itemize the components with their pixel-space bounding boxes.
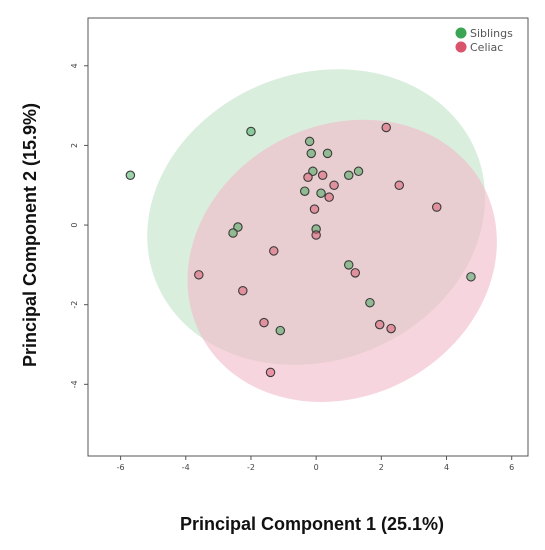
x-axis-title: Principal Component 1 (25.1%) (180, 514, 444, 534)
celiac-legend-label: Celiac (470, 41, 503, 54)
siblings-point (275, 325, 286, 336)
celiac-point (309, 204, 320, 214)
siblings-legend-marker (455, 27, 467, 39)
siblings-point (125, 170, 136, 181)
y-tick-label: 4 (70, 63, 79, 68)
x-tick-label: 0 (314, 463, 319, 472)
siblings-point (306, 148, 317, 159)
celiac-point (265, 367, 276, 378)
celiac-point (317, 170, 328, 181)
siblings-point (228, 228, 238, 238)
siblings-point (322, 148, 333, 159)
siblings-point (299, 186, 310, 196)
celiac-point (329, 180, 339, 190)
y-tick-label: 0 (70, 223, 79, 228)
siblings-point (466, 272, 476, 282)
celiac-point (259, 317, 269, 328)
y-tick-label: 2 (70, 143, 79, 148)
y-axis: -4 -2 0 2 4 (70, 63, 88, 388)
siblings-point (343, 260, 354, 270)
celiac-point (194, 270, 204, 280)
siblings-point (233, 222, 243, 232)
y-axis-title: Principal Component 2 (15.9%) (20, 103, 40, 367)
celiac-point (350, 268, 361, 278)
siblings-point (316, 188, 326, 198)
siblings-legend-label: Siblings (470, 27, 513, 40)
siblings-point (304, 136, 315, 147)
x-tick-label: -6 (117, 463, 125, 472)
x-tick-label: 4 (444, 463, 449, 472)
x-tick-label: -4 (182, 463, 190, 472)
celiac-point (238, 286, 248, 296)
celiac-point (311, 230, 321, 240)
data-points (125, 122, 476, 378)
celiac-point (303, 172, 313, 183)
siblings-point (365, 297, 375, 308)
celiac-legend-marker (455, 41, 467, 53)
y-tick-label: -2 (70, 301, 79, 309)
x-tick-label: 6 (509, 463, 514, 472)
celiac-point (431, 202, 442, 212)
celiac-point (394, 180, 405, 190)
celiac-point (386, 323, 396, 334)
y-tick-label: -4 (70, 380, 79, 388)
celiac-point (374, 319, 385, 330)
x-tick-label: 2 (379, 463, 384, 472)
celiac-point (324, 192, 334, 202)
siblings-point (308, 166, 318, 177)
celiac-point (381, 122, 391, 133)
plot-frame (87, 17, 529, 457)
siblings-point (353, 166, 364, 177)
x-tick-label: -2 (247, 463, 255, 472)
siblings-point (246, 126, 256, 137)
celiac-point (269, 246, 279, 256)
celiac-ellipse (187, 119, 497, 402)
confidence-ellipses (147, 69, 497, 402)
x-axis: -6 -4 -2 0 2 4 6 (117, 456, 514, 472)
siblings-point (343, 170, 354, 181)
